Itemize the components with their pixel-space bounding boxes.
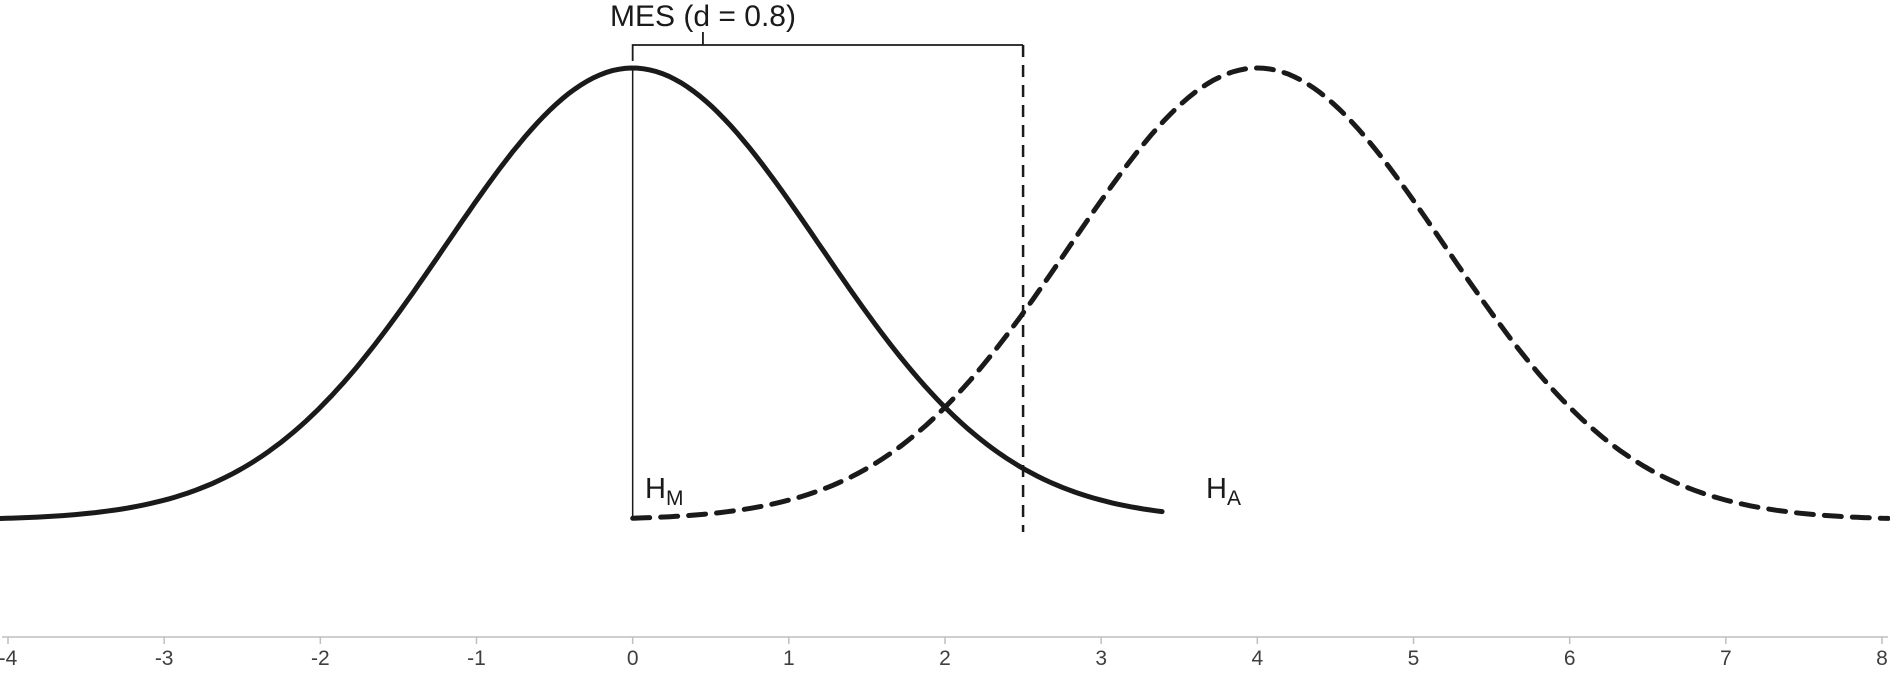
x-axis-tick-label: -3 — [155, 647, 174, 670]
ha-label: HA — [1206, 473, 1241, 510]
ha-label-main: H — [1206, 473, 1227, 505]
x-axis-tick-label: -4 — [0, 647, 18, 670]
x-axis-tick-label: 2 — [939, 647, 951, 670]
ha-label-subscript: A — [1227, 487, 1241, 510]
x-axis-tick-label: -1 — [467, 647, 486, 670]
hm-label-main: H — [645, 473, 666, 505]
x-axis-tick-label: 6 — [1564, 647, 1576, 670]
x-axis-tick-label: 3 — [1095, 647, 1107, 670]
curve-dashed — [630, 65, 1890, 521]
x-axis-tick-label: 8 — [1876, 647, 1888, 670]
x-axis-tick-label: 4 — [1251, 647, 1263, 670]
hm-label-subscript: M — [666, 487, 684, 510]
x-axis-tick-label: 5 — [1408, 647, 1420, 670]
x-axis-tick-label: 1 — [783, 647, 795, 670]
hm-label: HM — [645, 473, 683, 510]
x-axis-tick-label: 7 — [1720, 647, 1732, 670]
mes-annotation: MES (d = 0.8) — [610, 0, 796, 33]
x-axis-tick-label: 0 — [627, 647, 639, 670]
curve-solid — [0, 65, 1165, 521]
mes-bracket — [631, 32, 1024, 61]
x-axis-tick-label: -2 — [311, 647, 330, 670]
